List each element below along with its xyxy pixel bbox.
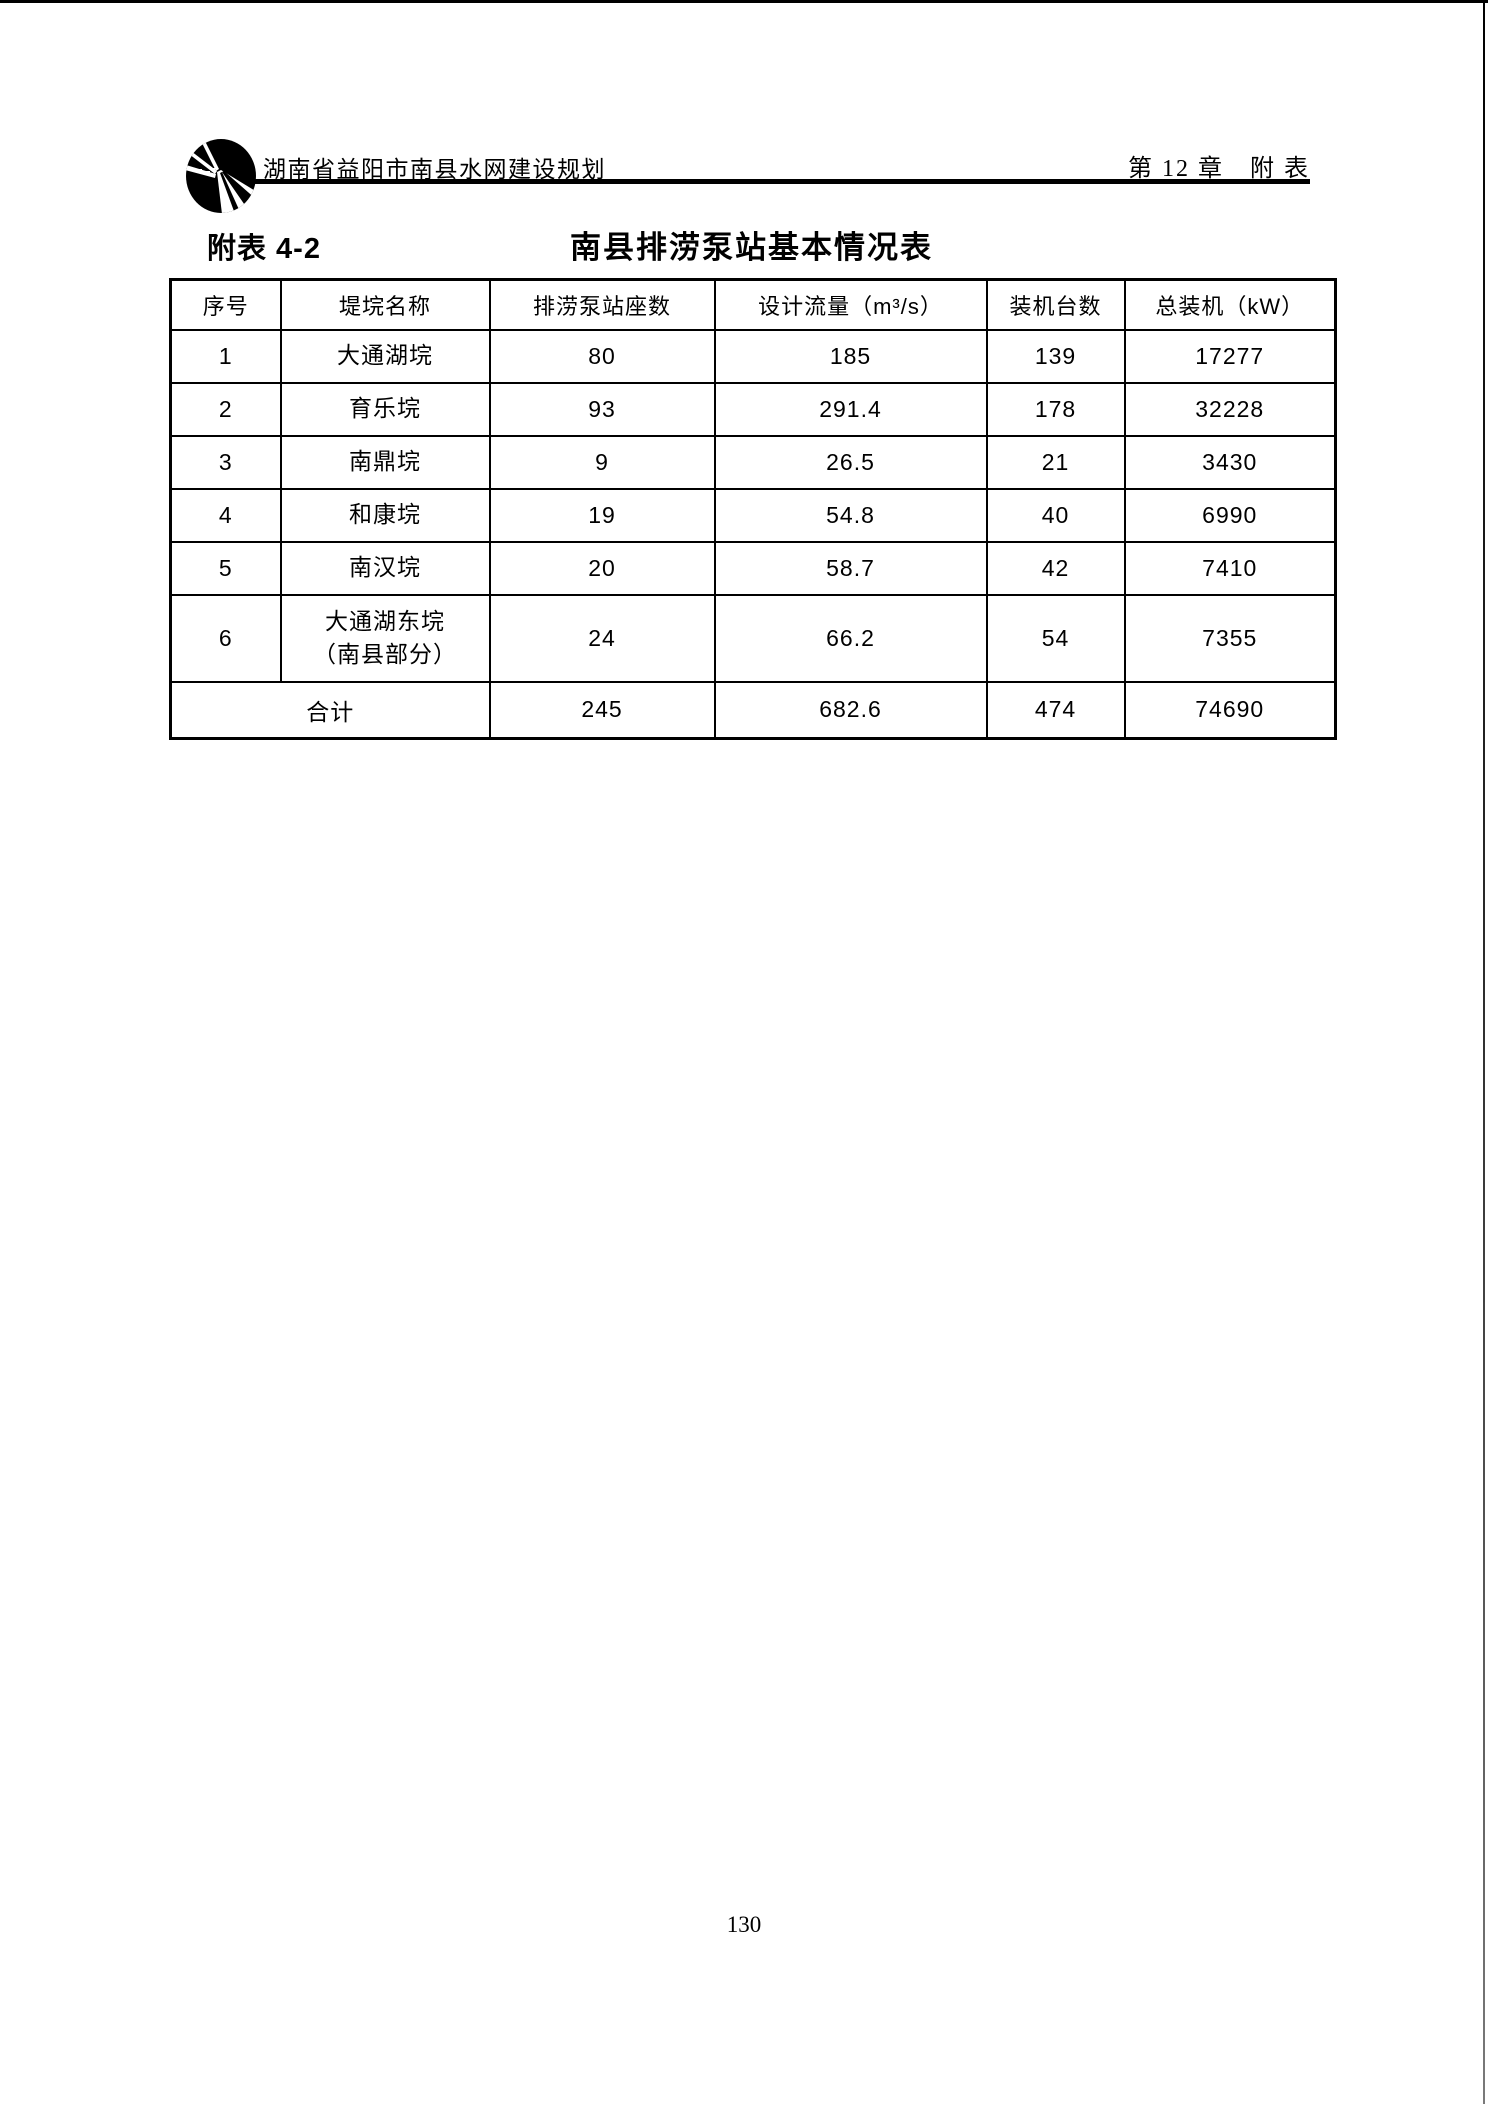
col-header-installed-capacity: 总装机（kW） (1123, 278, 1337, 331)
cell-design-flow: 54.8 (713, 487, 988, 543)
header-road-emblem-icon (185, 138, 257, 214)
cell-serial: 1 (169, 328, 282, 384)
cell-serial: 6 (169, 593, 282, 683)
page-right-border (1483, 0, 1485, 2104)
cell-serial: 5 (169, 540, 282, 596)
cell-installed-capacity: 17277 (1123, 328, 1337, 384)
page-number: 130 (726, 1912, 762, 1937)
table-total-row: 合计 245 682.6 474 74690 (169, 680, 1337, 740)
cell-installed-capacity: 7355 (1123, 593, 1337, 683)
cell-design-flow: 185 (713, 328, 988, 384)
cell-embankment-name: 和康垸 (279, 487, 491, 543)
table-caption: 附表 4-2 南县排涝泵站基本情况表 (169, 222, 1334, 266)
cell-embankment-name: 大通湖垸 (279, 328, 491, 384)
cell-unit-count: 42 (985, 540, 1126, 596)
cell-unit-count: 139 (985, 328, 1126, 384)
cell-station-count: 20 (488, 540, 716, 596)
cell-design-flow: 26.5 (713, 434, 988, 490)
pump-stations-table: 序号 堤垸名称 排涝泵站座数 设计流量（m³/s） 装机台数 总装机（kW） 1… (169, 278, 1337, 740)
page-top-border (0, 0, 1488, 3)
cell-installed-capacity: 7410 (1123, 540, 1337, 596)
cell-serial: 3 (169, 434, 282, 490)
cell-design-flow: 66.2 (713, 593, 988, 683)
cell-station-count: 9 (488, 434, 716, 490)
table-row: 2 育乐垸 93 291.4 178 32228 (169, 381, 1337, 437)
cell-unit-count: 40 (985, 487, 1126, 543)
table-row: 5 南汉垸 20 58.7 42 7410 (169, 540, 1337, 596)
table-caption-label: 附表 4-2 (207, 233, 321, 265)
cell-design-flow: 58.7 (713, 540, 988, 596)
col-header-embankment-name: 堤垸名称 (279, 278, 491, 331)
cell-unit-count: 21 (985, 434, 1126, 490)
cell-embankment-name: 育乐垸 (279, 381, 491, 437)
cell-embankment-name: 南汉垸 (279, 540, 491, 596)
table-row: 4 和康垸 19 54.8 40 6990 (169, 487, 1337, 543)
cell-installed-capacity: 6990 (1123, 487, 1337, 543)
col-header-design-flow: 设计流量（m³/s） (713, 278, 988, 331)
cell-design-flow: 291.4 (713, 381, 988, 437)
cell-serial: 2 (169, 381, 282, 437)
table-row: 1 大通湖垸 80 185 139 17277 (169, 328, 1337, 384)
cell-installed-capacity: 32228 (1123, 381, 1337, 437)
cell-station-count: 24 (488, 593, 716, 683)
cell-total-flow: 682.6 (713, 680, 988, 740)
table-row: 3 南鼎垸 9 26.5 21 3430 (169, 434, 1337, 490)
col-header-serial: 序号 (169, 278, 282, 331)
header-chapter-title: 第 12 章 附 表 (1128, 156, 1310, 182)
cell-station-count: 19 (488, 487, 716, 543)
table-caption-title: 南县排涝泵站基本情况表 (570, 230, 933, 265)
cell-total-label: 合计 (169, 680, 491, 740)
cell-station-count: 80 (488, 328, 716, 384)
col-header-station-count: 排涝泵站座数 (488, 278, 716, 331)
cell-installed-capacity: 3430 (1123, 434, 1337, 490)
cell-total-stations: 245 (488, 680, 716, 740)
cell-embankment-name: 南鼎垸 (279, 434, 491, 490)
table-header-row: 序号 堤垸名称 排涝泵站座数 设计流量（m³/s） 装机台数 总装机（kW） (169, 278, 1337, 331)
cell-unit-count: 178 (985, 381, 1126, 437)
cell-total-units: 474 (985, 680, 1126, 740)
cell-embankment-name: 大通湖东垸 （南县部分） (279, 593, 491, 683)
cell-total-capacity: 74690 (1123, 680, 1337, 740)
cell-serial: 4 (169, 487, 282, 543)
col-header-unit-count: 装机台数 (985, 278, 1126, 331)
cell-station-count: 93 (488, 381, 716, 437)
header-rule (251, 179, 1310, 184)
table-row: 6 大通湖东垸 （南县部分） 24 66.2 54 7355 (169, 593, 1337, 683)
cell-unit-count: 54 (985, 593, 1126, 683)
header-document-title: 湖南省益阳市南县水网建设规划 (263, 157, 606, 182)
